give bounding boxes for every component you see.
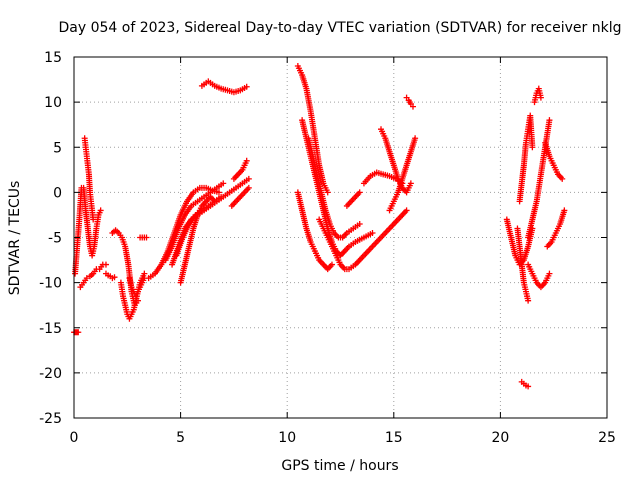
axis-ticks: 0 5 10 15 20 25 -25 -20 -15 -10 -5 0 5 10 15 <box>39 50 616 446</box>
y-axis-label: SDTVAR / TECUs <box>7 181 23 296</box>
data-point <box>324 189 331 196</box>
data-point <box>369 229 376 236</box>
series-pass-9 <box>137 234 150 241</box>
series-pass-18 <box>294 63 331 196</box>
data-point <box>90 216 97 223</box>
x-tick-label: 0 <box>70 430 79 446</box>
series-pass-30 <box>518 378 532 390</box>
data-point <box>537 94 544 101</box>
y-tick-label: 10 <box>44 95 62 111</box>
data-point <box>245 175 252 182</box>
series-pass-26 <box>386 135 419 214</box>
series-pass-21 <box>294 189 335 273</box>
y-tick-label: 5 <box>53 140 62 156</box>
x-tick-label: 10 <box>278 430 296 446</box>
data-point <box>559 175 566 182</box>
data-point <box>83 275 90 282</box>
data-point <box>220 180 227 187</box>
data-point <box>525 297 532 304</box>
data-point <box>412 135 419 142</box>
x-axis-label: GPS time / hours <box>281 458 398 474</box>
y-tick-label: -5 <box>48 231 62 247</box>
series-pass-16 <box>230 157 250 182</box>
data-point <box>75 329 82 336</box>
series-pass-22 <box>316 207 410 273</box>
x-tick-label: 25 <box>598 430 616 446</box>
series-pass-34 <box>525 261 553 291</box>
data-point <box>243 83 250 90</box>
data-point <box>546 270 553 277</box>
chart-title: Day 054 of 2023, Sidereal Day-to-day VTE… <box>59 20 622 36</box>
series-pass-3 <box>81 135 97 223</box>
data-point <box>218 193 225 200</box>
data-point <box>403 207 410 214</box>
data-point <box>245 184 252 191</box>
series-pass-20 <box>305 135 363 241</box>
x-tick-label: 20 <box>491 430 509 446</box>
series-pass-29 <box>514 225 532 304</box>
y-tick-label: -10 <box>39 276 62 292</box>
data-point <box>215 189 222 196</box>
series-pass-5 <box>102 270 118 282</box>
data-point <box>211 198 218 205</box>
y-tick-label: -25 <box>39 411 62 427</box>
y-tick-label: -20 <box>39 366 62 382</box>
series-pass-1 <box>71 329 82 336</box>
data-point <box>529 144 536 151</box>
data-point <box>243 157 250 164</box>
x-tick-label: 15 <box>385 430 403 446</box>
series-pass-23 <box>343 189 363 209</box>
data-point <box>328 261 335 268</box>
x-tick-label: 5 <box>176 430 185 446</box>
data-point <box>102 261 109 268</box>
series-pass-2 <box>72 184 104 277</box>
y-tick-label: 0 <box>53 185 62 201</box>
data-point <box>525 383 532 390</box>
series-pass-17 <box>228 184 252 209</box>
data-point <box>97 207 104 214</box>
data-point <box>407 180 414 187</box>
data-point <box>561 207 568 214</box>
series-pass-25 <box>378 126 414 196</box>
data-point <box>143 234 150 241</box>
data-point <box>356 220 363 227</box>
series-pass-33 <box>531 85 544 106</box>
y-tick-label: 15 <box>44 50 62 66</box>
series-pass-4 <box>77 261 109 291</box>
series-pass-8 <box>126 275 148 300</box>
data-points <box>71 63 568 390</box>
series-pass-15 <box>198 78 250 96</box>
data-point <box>111 274 118 281</box>
series-pass-35 <box>542 139 566 182</box>
y-tick-label: -15 <box>39 321 62 337</box>
series-pass-27 <box>403 94 416 110</box>
series-pass-36 <box>544 207 568 250</box>
data-point <box>409 103 416 110</box>
data-point <box>356 189 363 196</box>
data-point <box>546 117 553 124</box>
series-pass-11 <box>162 180 227 264</box>
series-pass-31 <box>516 112 536 205</box>
series-pass-14 <box>177 193 218 286</box>
